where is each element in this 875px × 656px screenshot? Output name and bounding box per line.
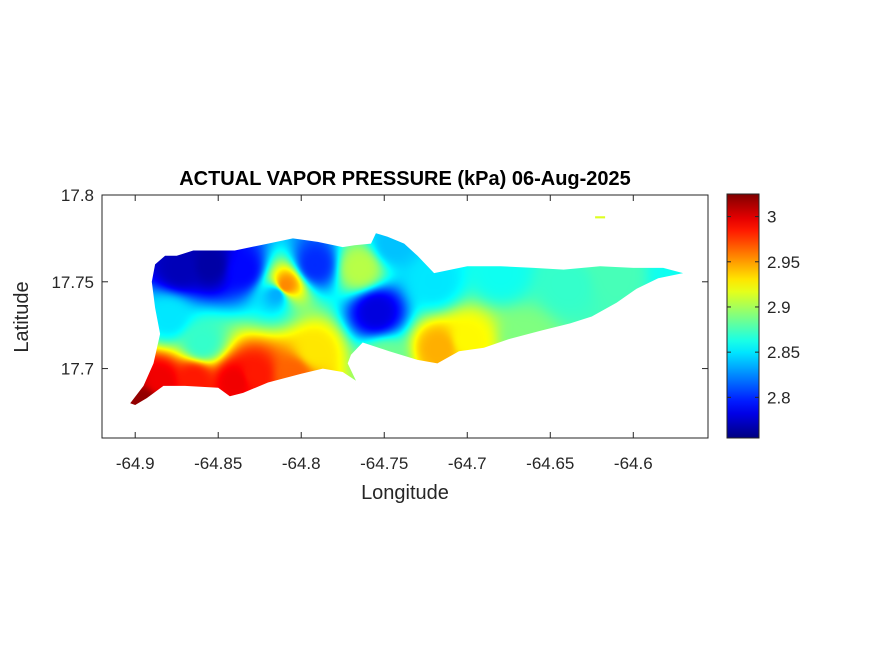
colorbar-tick-label: 2.85 xyxy=(767,343,800,362)
y-axis-ticks: 17.7 17.75 17.8 xyxy=(51,186,708,379)
y-tick-label: 17.8 xyxy=(61,186,94,205)
colorbar-tick-label: 3 xyxy=(767,208,776,227)
x-tick-label: -64.85 xyxy=(194,454,242,473)
x-axis-ticks: -64.9 -64.85 -64.8 -64.75 -64.7 -64.65 -64.6 xyxy=(116,195,653,473)
colorbar xyxy=(726,193,760,439)
colorbar-tick-label: 2.95 xyxy=(767,253,800,272)
x-tick-label: -64.6 xyxy=(614,454,653,473)
x-tick-label: -64.7 xyxy=(448,454,487,473)
x-tick-label: -64.75 xyxy=(360,454,408,473)
y-tick-label: 17.7 xyxy=(61,360,94,379)
y-tick-label: 17.75 xyxy=(51,273,94,292)
chart-title: ACTUAL VAPOR PRESSURE (kPa) 06-Aug-2025 xyxy=(179,168,631,190)
x-tick-label: -64.65 xyxy=(526,454,574,473)
y-axis-title: Latitude xyxy=(11,281,33,352)
x-axis-title: Longitude xyxy=(361,482,449,504)
colorbar-ticks: 2.8 2.85 2.9 2.95 3 xyxy=(727,208,800,407)
x-tick-label: -64.8 xyxy=(282,454,321,473)
plot-frame xyxy=(101,194,709,439)
x-tick-label: -64.9 xyxy=(116,454,155,473)
colorbar-tick-label: 2.8 xyxy=(767,388,791,407)
colorbar-tick-label: 2.9 xyxy=(767,298,791,317)
